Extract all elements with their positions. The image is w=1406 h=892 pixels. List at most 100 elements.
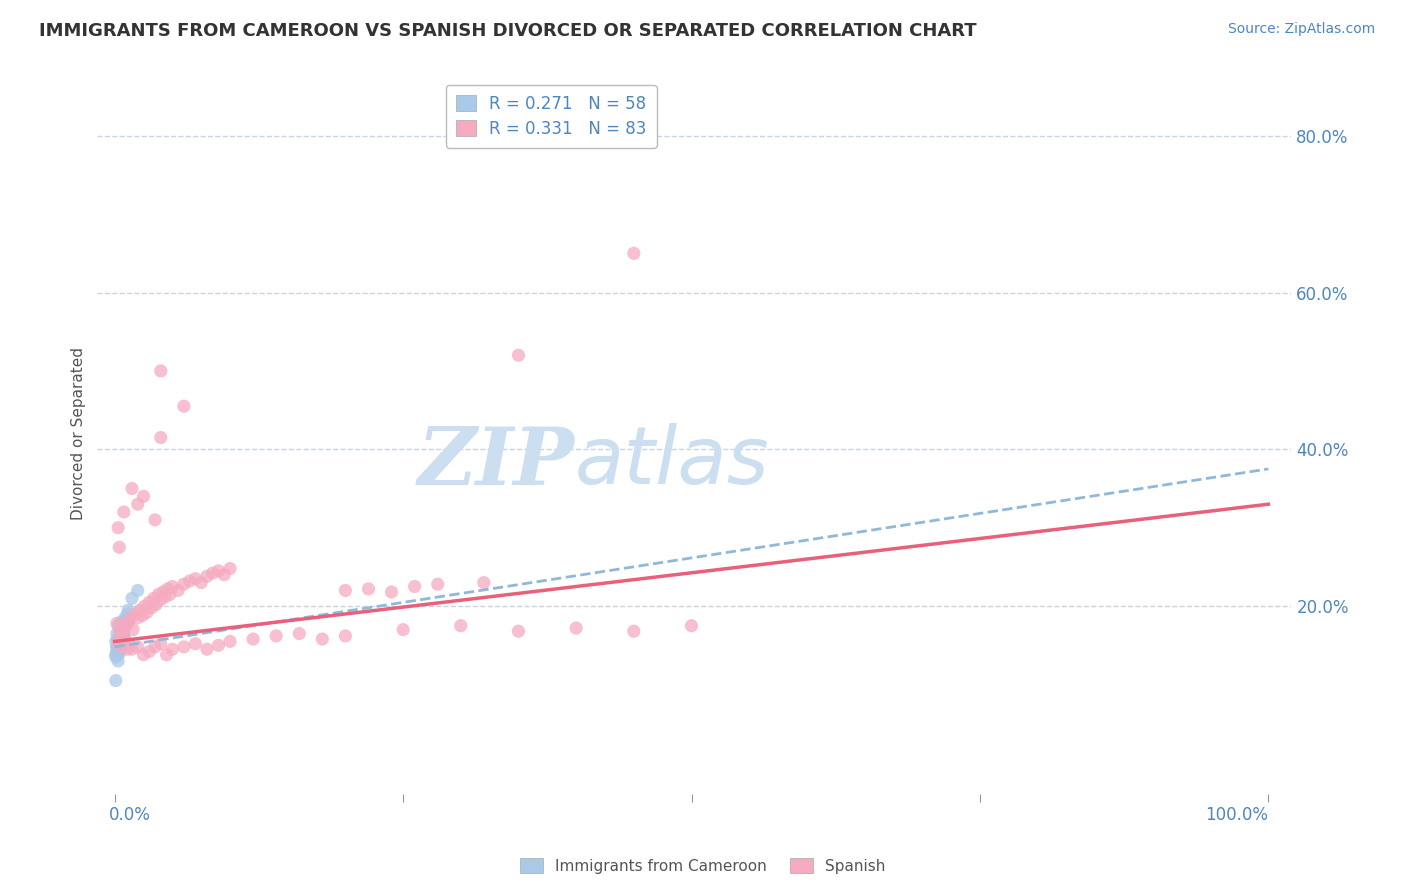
Point [110,623,132,637]
Point [114,611,136,625]
Point [184,637,207,651]
Point [201,566,224,581]
Point [111,624,134,639]
Point [112,632,135,646]
Point [173,577,195,591]
Point [110,629,132,643]
Point [426,577,449,591]
Point [107,640,129,654]
Point [162,580,184,594]
Point [110,631,132,645]
Point [110,640,132,654]
Text: ZIP: ZIP [418,424,575,501]
Point [110,626,132,640]
Point [107,634,129,648]
Point [105,640,128,654]
Point [681,618,703,632]
Point [117,613,139,627]
Point [112,621,135,635]
Point [623,624,645,639]
Point [404,580,426,594]
Point [105,616,128,631]
Point [127,611,149,625]
Point [108,624,131,639]
Point [112,505,135,519]
Point [108,637,131,651]
Point [132,648,155,662]
Point [357,582,380,596]
Point [117,615,139,629]
Point [110,615,132,629]
Point [380,585,402,599]
Point [110,629,132,643]
Point [105,644,128,658]
Point [288,626,311,640]
Point [110,634,132,648]
Point [167,583,190,598]
Point [173,640,195,654]
Point [134,599,156,614]
Point [114,632,136,646]
Point [173,399,195,413]
Point [450,618,472,632]
Point [122,623,145,637]
Point [127,583,149,598]
Point [108,632,131,646]
Point [129,603,152,617]
Point [145,598,167,612]
Point [565,621,588,635]
Point [107,640,129,654]
Point [132,489,155,503]
Point [149,637,172,651]
Point [107,634,129,648]
Point [190,575,212,590]
Point [120,611,142,625]
Point [107,631,129,645]
Point [108,640,131,654]
Point [117,642,139,657]
Point [219,634,242,648]
Point [105,626,128,640]
Point [335,629,357,643]
Point [104,673,127,688]
Point [117,607,139,621]
Point [242,632,264,646]
Point [155,648,177,662]
Point [214,567,236,582]
Point [149,431,172,445]
Point [107,632,129,646]
Point [110,621,132,635]
Point [115,618,138,632]
Text: IMMIGRANTS FROM CAMEROON VS SPANISH DIVORCED OR SEPARATED CORRELATION CHART: IMMIGRANTS FROM CAMEROON VS SPANISH DIVO… [39,22,977,40]
Point [335,583,357,598]
Point [108,642,131,657]
Point [127,497,149,511]
Point [508,624,530,639]
Point [138,644,160,658]
Point [131,608,153,623]
Text: Source: ZipAtlas.com: Source: ZipAtlas.com [1227,22,1375,37]
Point [108,646,131,660]
Point [311,632,333,646]
Point [207,564,229,578]
Point [472,575,495,590]
Point [264,629,287,643]
Point [105,646,128,660]
Point [108,636,131,650]
Point [392,623,415,637]
Point [155,590,177,604]
Point [136,606,159,620]
Point [110,623,132,637]
Point [159,587,181,601]
Point [149,364,172,378]
Point [108,644,131,658]
Y-axis label: Divorced or Separated: Divorced or Separated [72,347,86,520]
Point [148,587,170,601]
Point [108,541,131,555]
Point [179,574,201,588]
Point [162,642,184,657]
Point [111,624,134,639]
Point [104,650,127,665]
Legend: Immigrants from Cameroon, Spanish: Immigrants from Cameroon, Spanish [515,852,891,880]
Point [184,572,207,586]
